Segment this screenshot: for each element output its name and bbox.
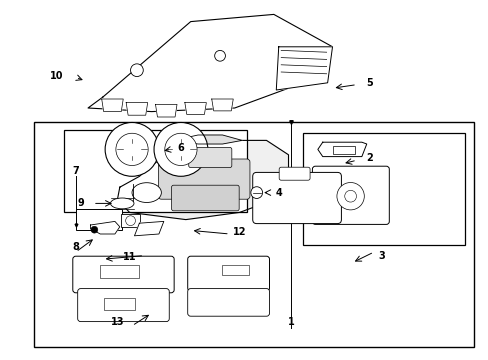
Circle shape [130, 64, 143, 77]
Bar [332, 146, 354, 154]
Bar [121, 214, 140, 227]
Polygon shape [134, 221, 163, 236]
Circle shape [116, 133, 148, 166]
Text: 8: 8 [72, 242, 79, 252]
Bar [76, 209, 122, 230]
Circle shape [105, 122, 159, 176]
Polygon shape [173, 135, 242, 144]
Circle shape [214, 50, 225, 61]
Polygon shape [88, 14, 332, 112]
Polygon shape [117, 140, 288, 220]
Text: 12: 12 [232, 227, 246, 237]
Text: 9: 9 [77, 198, 84, 208]
FancyBboxPatch shape [187, 289, 269, 316]
Text: 2: 2 [365, 153, 372, 163]
Bar [303, 133, 464, 245]
Circle shape [250, 187, 262, 198]
Bar [103, 298, 135, 310]
Bar [100, 265, 139, 278]
Text: 7: 7 [72, 166, 79, 176]
Text: 13: 13 [110, 317, 124, 327]
Polygon shape [155, 104, 177, 117]
Ellipse shape [132, 183, 161, 202]
Circle shape [336, 183, 364, 210]
Polygon shape [126, 103, 147, 115]
Text: 1: 1 [287, 317, 294, 327]
Bar [34, 122, 473, 347]
Polygon shape [184, 103, 206, 114]
Bar [63, 130, 246, 212]
FancyBboxPatch shape [158, 159, 249, 199]
Polygon shape [102, 99, 123, 112]
FancyBboxPatch shape [252, 172, 341, 224]
Polygon shape [317, 142, 366, 157]
Text: 3: 3 [377, 251, 384, 261]
FancyBboxPatch shape [279, 167, 309, 180]
Circle shape [125, 216, 135, 226]
Circle shape [91, 226, 98, 233]
FancyBboxPatch shape [171, 185, 239, 211]
Text: 5: 5 [365, 78, 372, 88]
Polygon shape [211, 99, 233, 111]
Bar [222, 265, 249, 275]
Text: 10: 10 [49, 71, 63, 81]
FancyBboxPatch shape [188, 147, 231, 168]
Circle shape [164, 133, 197, 166]
Text: 6: 6 [177, 143, 184, 153]
Circle shape [344, 190, 356, 202]
FancyBboxPatch shape [73, 256, 174, 293]
Text: 11: 11 [122, 252, 136, 262]
Polygon shape [276, 47, 332, 90]
FancyBboxPatch shape [78, 289, 169, 321]
Text: 4: 4 [275, 188, 282, 198]
Polygon shape [90, 221, 120, 234]
FancyBboxPatch shape [312, 166, 388, 224]
Circle shape [154, 122, 207, 176]
Ellipse shape [110, 198, 134, 209]
FancyBboxPatch shape [187, 256, 269, 291]
